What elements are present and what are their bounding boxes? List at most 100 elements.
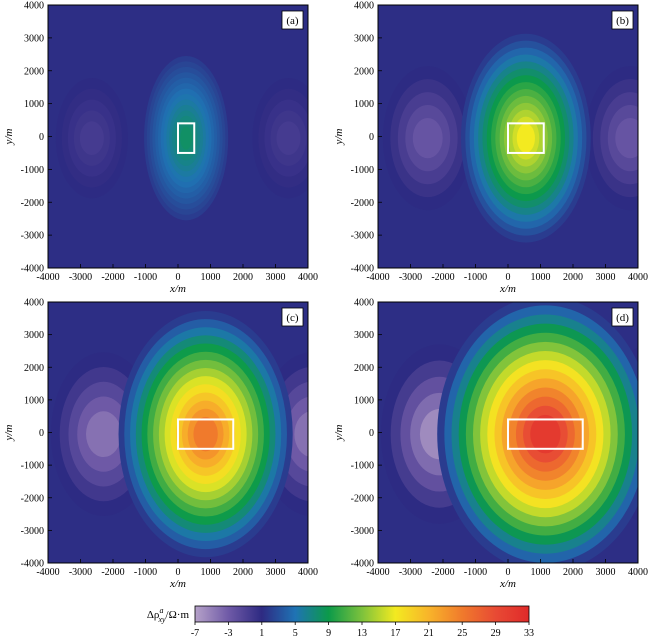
anomaly-contour: [193, 416, 218, 452]
x-tick-label: -1000: [134, 272, 157, 283]
x-tick-label: 3000: [266, 567, 286, 578]
panel-label: (c): [281, 307, 304, 327]
x-tick-label: -4000: [366, 272, 389, 283]
anomaly-contour: [180, 126, 193, 150]
x-tick-label: -1000: [464, 272, 487, 283]
x-tick-label: 4000: [298, 272, 318, 283]
x-axis-label: x/m: [499, 283, 516, 295]
panel-label-text: (c): [286, 312, 299, 324]
panel-a: (a) -4000 -3000 -2000 -1000 0 1000 2000 3000 4000…: [3, 1, 318, 296]
y-tick-label: 3000: [354, 33, 374, 44]
y-tick-label: 2000: [24, 66, 44, 77]
y-tick-label: 0: [369, 132, 374, 143]
y-tick-label: 0: [369, 428, 374, 439]
y-tick-label: -4000: [21, 264, 44, 275]
x-tick-label: 3000: [596, 567, 616, 578]
y-tick-label: -3000: [351, 231, 374, 242]
x-tick-label: 2000: [233, 567, 253, 578]
colorbar-tick-label: 29: [491, 628, 501, 639]
y-tick-label: 4000: [24, 298, 44, 309]
x-tick-label: 0: [176, 272, 181, 283]
panel-c: (c) -4000 -3000 -2000 -1000 0 1000 2000 3000 4000…: [3, 298, 318, 591]
x-tick-label: -3000: [69, 272, 92, 283]
panel-label-text: (d): [616, 312, 629, 324]
x-tick-label: -3000: [399, 272, 422, 283]
x-axis-label: x/m: [169, 578, 186, 590]
x-tick-label: 0: [506, 272, 511, 283]
y-tick-label: 4000: [24, 1, 44, 12]
y-tick-label: 3000: [24, 33, 44, 44]
anomaly-contour: [516, 123, 535, 153]
panel-b: (b) -4000 -3000 -2000 -1000 0 1000 2000 3000 4000…: [333, 1, 648, 296]
y-tick-label: -3000: [351, 526, 374, 537]
x-tick-label: 0: [176, 567, 181, 578]
x-tick-label: -2000: [101, 272, 124, 283]
colorbar-label: Δρa xy/Ω·m: [147, 606, 190, 624]
y-tick-label: 2000: [354, 66, 374, 77]
anomaly-body-outline: [177, 418, 235, 450]
y-tick-label: -4000: [351, 559, 374, 570]
x-tick-label: -2000: [431, 567, 454, 578]
negative-lobe-contour: [79, 121, 104, 155]
colorbar-tick-label: -7: [191, 628, 199, 639]
x-tick-label: 2000: [563, 567, 583, 578]
panel-d: (d) -4000 -3000 -2000 -1000 0 1000 2000 3000 4000…: [333, 298, 648, 591]
x-tick-label: -3000: [69, 567, 92, 578]
x-tick-label: -4000: [36, 567, 59, 578]
heatmap-field: [378, 302, 638, 563]
y-tick-label: 1000: [354, 99, 374, 110]
y-tick-label: -2000: [21, 493, 44, 504]
x-tick-label: 1000: [531, 272, 551, 283]
colorbar-tick-label: 21: [424, 628, 434, 639]
x-tick-label: -4000: [366, 567, 389, 578]
y-tick-label: -3000: [21, 526, 44, 537]
x-tick-label: 4000: [628, 567, 648, 578]
y-tick-label: -3000: [21, 231, 44, 242]
x-tick-label: -1000: [134, 567, 157, 578]
panel-label: (a): [281, 10, 304, 30]
y-tick-label: 2000: [24, 363, 44, 374]
x-axis-label: x/m: [169, 283, 186, 295]
y-tick-label: 4000: [354, 298, 374, 309]
negative-lobe-contour: [615, 117, 638, 159]
panels: (a) -4000 -3000 -2000 -1000 0 1000 2000 3000 4000…: [3, 1, 648, 591]
x-tick-label: 3000: [266, 272, 286, 283]
y-tick-label: -2000: [351, 198, 374, 209]
x-tick-label: -3000: [399, 567, 422, 578]
colorbar-tick-label: -3: [224, 628, 232, 639]
panel-label-text: (a): [286, 15, 299, 27]
x-tick-label: 4000: [298, 567, 318, 578]
colorbar: -7 -3 1 5 9 13 17 21 25 29 33 Δρa xy/Ω·m: [147, 605, 534, 639]
x-tick-label: 4000: [628, 272, 648, 283]
colorbar-tick-label: 25: [457, 628, 467, 639]
y-axis-label: y/m: [333, 129, 345, 146]
x-tick-label: -1000: [464, 567, 487, 578]
x-tick-label: -2000: [431, 272, 454, 283]
y-tick-label: 3000: [24, 330, 44, 341]
heatmap-field: [378, 5, 638, 268]
y-tick-label: 1000: [24, 395, 44, 406]
panel-label: (d): [611, 307, 634, 327]
anomaly-body-outline: [507, 122, 545, 154]
y-tick-label: 1000: [354, 395, 374, 406]
y-tick-label: -2000: [351, 493, 374, 504]
colorbar-tick-label: 9: [326, 628, 331, 639]
x-tick-label: 2000: [563, 272, 583, 283]
x-axis-label: x/m: [499, 578, 516, 590]
y-axis-label: y/m: [333, 425, 345, 442]
anomaly-body-outline: [177, 122, 196, 154]
y-tick-label: 1000: [24, 99, 44, 110]
negative-lobe-contour: [285, 396, 308, 472]
panel-label-text: (b): [616, 15, 629, 27]
x-tick-label: 1000: [201, 272, 221, 283]
x-tick-label: 1000: [201, 567, 221, 578]
y-tick-label: 2000: [354, 363, 374, 374]
x-tick-label: -4000: [36, 272, 59, 283]
panel-label: (b): [611, 10, 634, 30]
heatmap-field: [48, 5, 308, 268]
anomaly-body-outline: [507, 418, 584, 450]
y-tick-label: 0: [39, 428, 44, 439]
colorbar-tick-label: 1: [259, 628, 264, 639]
y-tick-label: -2000: [21, 198, 44, 209]
